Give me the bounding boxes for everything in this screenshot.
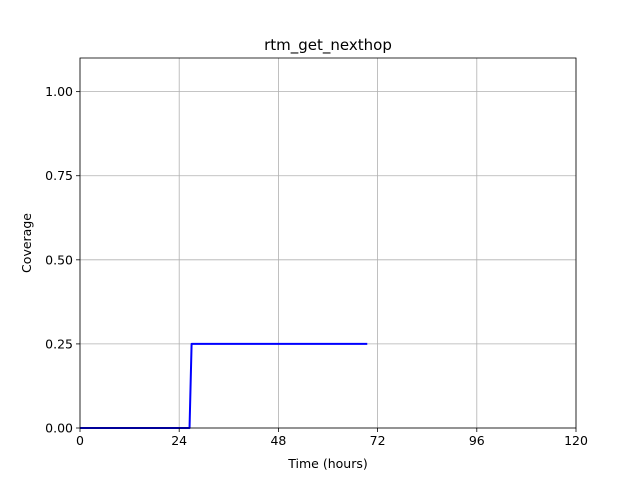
- x-tick-label: 24: [171, 433, 187, 448]
- plot-background: [80, 58, 576, 428]
- x-tick-label: 96: [469, 433, 485, 448]
- y-tick-label: 0.50: [45, 252, 73, 267]
- y-tick-label: 0.75: [45, 168, 73, 183]
- y-axis-label: Coverage: [19, 213, 34, 273]
- x-tick-label: 48: [270, 433, 286, 448]
- x-tick-label: 72: [370, 433, 386, 448]
- x-tick-label: 120: [564, 433, 588, 448]
- y-tick-label: 0.25: [45, 336, 73, 351]
- x-axis-label: Time (hours): [287, 456, 367, 471]
- ticks: 0 24 48 72 96 120 0.00 0.25 0.50 0.75 1.00: [45, 84, 588, 448]
- y-tick-label: 0.00: [45, 421, 73, 436]
- plot-frame: [79, 57, 577, 429]
- x-tick-label: 0: [76, 433, 84, 448]
- chart-title: rtm_get_nexthop: [264, 36, 392, 55]
- y-tick-label: 1.00: [45, 84, 73, 99]
